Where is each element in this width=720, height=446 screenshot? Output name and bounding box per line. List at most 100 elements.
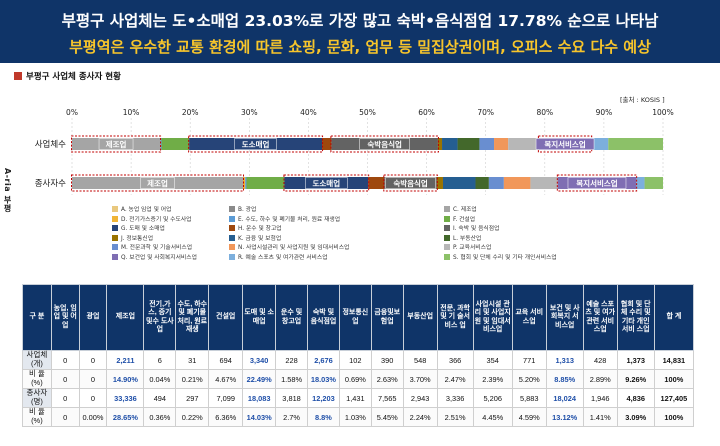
table-cell: 5,206 (472, 388, 513, 408)
headline-line2: 부평역은 우수한 교통 환경에 따른 쇼핑, 문화, 업무 등 밀집상권이며, … (69, 38, 651, 56)
table-cell: 0 (50, 369, 80, 389)
column-header: 금융및보 험업 (370, 284, 404, 351)
callout-box (188, 135, 324, 153)
table-cell: 1.41% (582, 407, 618, 427)
table-cell: 8.8% (307, 407, 340, 427)
legend-item: Q. 보건업 및 사회복지서비스업 (112, 252, 197, 261)
headline-line1: 부평구 사업체는 도•소매업 23.03%로 가장 많고 숙박•음식점업 17.… (61, 12, 659, 30)
bar-segment (475, 177, 489, 189)
table-cell: 7,099 (208, 388, 244, 408)
column-header: 제조업 (106, 284, 145, 351)
bar-segment (436, 177, 443, 189)
table-cell: 6.36% (208, 407, 244, 427)
table-row: 종사자 (명) 0 0 33,336 494 297 7,099 18,083 3,818 12,… (22, 388, 695, 408)
callout-box (283, 174, 370, 192)
column-header: 부동산업 (402, 284, 438, 351)
legend-label: S. 협회 및 단체 수리 및 기타 개인서비스업 (453, 255, 557, 261)
column-header: 교육 서비 스업 (511, 284, 547, 351)
legend-item: D. 전기가스증기 및 수도사업 (112, 214, 192, 223)
callout-label: 제조업 (106, 139, 127, 149)
table-cell: 0.00% (78, 407, 108, 427)
legend-label: P. 교육서비스업 (453, 245, 492, 252)
legend-swatch (444, 225, 450, 232)
legend-item: A. 농업 임업 및 어업 (112, 204, 171, 213)
legend-item: N. 사업시설관리 및 사업지원 및 임대서비스업 (229, 242, 349, 251)
table-cell: 0.69% (338, 369, 372, 389)
table-cell: 2,676 (307, 350, 340, 370)
table-cell: 6 (143, 350, 177, 370)
legend-item: I. 숙박 및 음식점업 (444, 223, 499, 232)
tick-label: 100% (652, 108, 673, 117)
callout-label-bg (535, 138, 595, 150)
legend-item: B. 광업 (229, 204, 256, 213)
table-cell: 0 (50, 407, 80, 427)
table-cell: 2.63% (370, 369, 404, 389)
row-header: 사업체 (개) (22, 350, 52, 370)
table-cell: 14.90% (106, 369, 145, 389)
table-cell: 390 (370, 350, 404, 370)
table-cell: 7,565 (370, 388, 404, 408)
row-header: 종사자 (명) (22, 388, 52, 408)
table-row: 비 율 (%) 0 0 14.90% 0.04% 0.21% 4.67% 22.49% 1.58… (22, 369, 695, 389)
bar-segment (437, 138, 443, 150)
table-cell: 28.65% (106, 407, 145, 427)
stacked-bar-chart: 0% 10% 20% 30% 40% 50% 60% 70% 80% 90% 100% 사업체수종사자… (35, 108, 674, 195)
table-cell: 0.22% (175, 407, 210, 427)
callout-label: 숙박음식업 (393, 178, 428, 188)
tick-label: 50% (359, 108, 376, 117)
table-row: 비 율 (%) 0 0.00% 28.65% 0.36% 0.22% 6.36% 14.03%… (22, 407, 695, 427)
legend-swatch (229, 244, 235, 251)
table-cell: 5.20% (511, 369, 547, 389)
bar-segment (494, 138, 509, 150)
legend-swatch (229, 254, 235, 260)
column-header: 예술 스포 츠 및 여가 관련 서비스업 (582, 284, 618, 351)
callout-label: 복지서비스업 (544, 139, 585, 149)
bar-segment (161, 138, 190, 150)
tick-label: 60% (418, 108, 435, 117)
legend-label: M. 전문과학 및 기술서비스업 (121, 245, 193, 252)
legend-label: N. 사업시설관리 및 사업지원 및 임대서비스업 (238, 245, 350, 252)
legend-item: L. 부동산업 (444, 233, 481, 242)
table-cell: 4,836 (616, 388, 655, 408)
tick-label: 10% (123, 108, 140, 117)
table-cell: 0 (50, 388, 80, 408)
table-cell: 31 (175, 350, 210, 370)
legend-swatch (112, 225, 118, 232)
table-cell: 366 (436, 350, 474, 370)
chart-legend: A. 농업 임업 및 어업 B. 광업 C. 제조업 D. 전기가스증기 및 수도사업… (112, 204, 692, 266)
row-label: 종사자수 (35, 179, 66, 189)
legend-item: R. 예술 스포츠 및 여가관련 서비스업 (229, 252, 328, 261)
legend-swatch (112, 215, 118, 222)
table-cell: 18.03% (307, 369, 340, 389)
legend-label: L. 부동산업 (453, 235, 482, 242)
column-header: 합 계 (653, 284, 695, 351)
legend-swatch (229, 225, 235, 232)
callout-label-bg (98, 138, 134, 150)
tick-label: 70% (477, 108, 494, 117)
table-cell: 2.7% (275, 407, 308, 427)
table-cell: 5.45% (370, 407, 404, 427)
table-cell: 22.49% (242, 369, 277, 389)
column-header: 정보통신 업 (338, 284, 372, 351)
table-cell: 2.51% (436, 407, 474, 427)
legend-swatch (444, 234, 450, 241)
tick-label: 20% (182, 108, 199, 117)
bar-segment (322, 138, 332, 150)
legend-swatch (229, 234, 235, 241)
table-cell: 33,336 (106, 388, 145, 408)
legend-label: R. 예술 스포츠 및 여가관련 서비스업 (238, 255, 328, 261)
legend-item: C. 제조업 (444, 204, 477, 213)
table-cell: 14.03% (242, 407, 277, 427)
table-cell: 1,431 (338, 388, 372, 408)
column-header: 전기,가스, 증기및수 도사업 (143, 284, 177, 351)
table-cell: 0.36% (143, 407, 177, 427)
legend-item: P. 교육서비스업 (444, 242, 491, 251)
table-cell: 4.67% (208, 369, 244, 389)
table-cell: 14,831 (653, 350, 695, 370)
table-cell: 0 (78, 388, 108, 408)
column-header: 전문, 과학 및 기 술서비스 업 (436, 284, 474, 351)
table-cell: 0.04% (143, 369, 177, 389)
bar-segment (636, 177, 645, 189)
legend-swatch (112, 206, 118, 212)
callout-label: 복지서비스업 (576, 178, 617, 188)
